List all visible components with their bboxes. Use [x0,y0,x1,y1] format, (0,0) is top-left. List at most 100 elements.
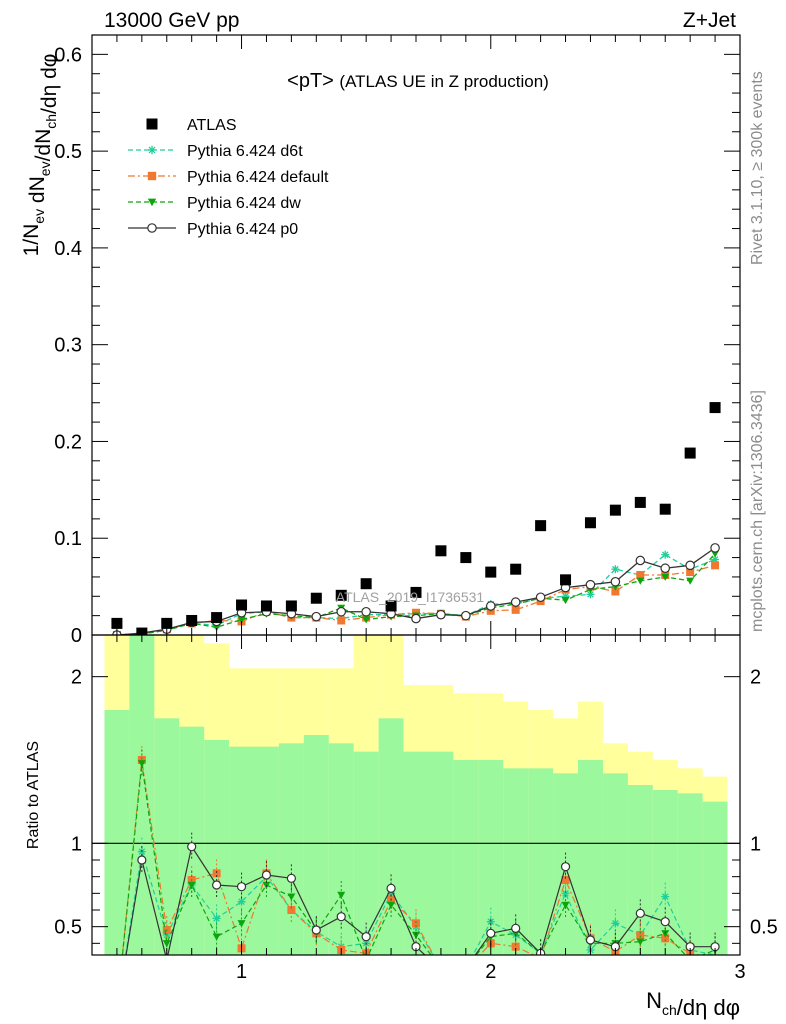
ratio-point [412,919,420,928]
main-data-point [560,574,572,586]
ratio-series-group [92,746,740,955]
ratio-y-tick-label: 0.5 [54,917,82,939]
watermark: ATLAS_2019_I1736531 [336,589,485,605]
main-y-tick-label: 0.5 [54,141,82,163]
legend-marker [147,223,157,233]
main-data-point [161,617,173,629]
legend-entry-pythia-6-424-d6t: Pythia 6.424 d6t [128,143,303,160]
main-data-point [460,552,472,564]
main-data-point [335,589,347,601]
ratio-point [162,940,171,948]
ratio-point [212,914,221,923]
ratio-point [511,942,520,951]
main-data-point [709,402,721,414]
main-title-text: <pT> (ATLAS UE in Z production) [287,70,549,92]
main-title: <pT> (ATLAS UE in Z production) [287,70,549,92]
x-tick-label: 3 [734,961,745,983]
main-data-point [535,592,546,603]
legend-marker [146,118,158,130]
marker-stroke [148,146,156,154]
main-ylabel-text: 1/Nev dNev/dNch/dη dφ [20,54,61,257]
band-stat-bin [278,743,304,955]
ratio-point [560,862,571,872]
ratio-point [286,873,296,883]
main-data-point [635,555,646,566]
main-data-point [410,586,422,598]
ratio-point [661,934,670,943]
ratio-point [137,855,147,865]
main-y-tick-label: 0 [71,625,82,647]
main-series-atlas [111,402,721,635]
main-data-point [561,596,570,605]
main-data-point [661,573,670,581]
ratio-point [511,923,521,933]
band-stat-bin [129,635,155,955]
main-data-point [511,605,520,614]
main-data-point [685,560,695,571]
main-data-point [659,503,671,515]
legend-label: Pythia 6.424 d6t [187,143,303,160]
legend-label: Pythia 6.424 dw [187,195,301,212]
main-data-point [510,597,521,607]
main-data-point [237,616,246,624]
ratio-point [137,760,146,768]
main-data-point [186,614,198,626]
legend-marker [147,171,157,181]
main-data-point [336,606,347,617]
band-stat-bin [403,751,429,955]
main-data-point [485,601,496,611]
ratio-point [212,869,221,878]
main-data-point [610,576,621,587]
marker-stroke [587,591,594,598]
main-data-point [686,568,695,577]
marker-stroke [612,565,619,573]
ratio-point [486,917,495,926]
ratio-y-tick-label: 2 [71,667,82,689]
main-data-point [436,609,446,620]
marker-stroke [661,551,669,558]
main-data-point [660,563,671,574]
ratio-point [661,930,670,938]
main-data-point [362,616,371,624]
main-data-point [585,579,596,590]
ratio-point [261,870,272,880]
ratio-point [635,908,645,918]
legend-entry-pythia-6-424-p0: Pythia 6.424 p0 [128,221,298,238]
band-stat-bin [677,793,703,955]
main-data-point [711,550,720,558]
main-data-point [535,520,547,532]
main-y-tick-label: 0.1 [54,528,82,550]
main-y-tick-label: 0.6 [54,44,82,66]
main-series-group [111,402,721,635]
main-data-point [661,550,670,559]
main-data-point [260,600,272,612]
ratio-y-tick-label-right: 0.5 [750,917,778,939]
main-data-point [285,600,297,612]
main-data-point [111,617,123,629]
legend-entry-pythia-6-424-default: Pythia 6.424 default [128,169,329,186]
ratio-y-tick-label-right: 1 [750,833,761,855]
main-data-point [211,612,223,624]
ratio-point [187,881,196,889]
ratio-point [187,842,197,852]
x-tick-label: 2 [485,961,496,983]
main-data-point [485,566,497,578]
main-data-point [711,561,720,570]
mcplots-side-label: mcplots.cern.ch [arXiv:1306.3436] [749,390,766,632]
main-data-point [212,624,221,632]
ratio-point [611,919,620,928]
header-left-title: 13000 GeV pp [104,9,239,32]
x-tick-label: 1 [236,961,247,983]
marker-stroke [487,918,495,925]
ratio-point [236,882,247,892]
main-data-point [636,577,645,585]
ratio-point [137,756,146,764]
main-data-point [611,587,620,596]
main-data-point [310,592,322,604]
ratio-point [387,901,396,909]
legend: ATLAS Pythia 6.424 d6t Pythia 6.424 defaul… [128,117,329,238]
ratio-point [660,917,670,927]
main-data-point [337,616,346,625]
legend-entry-pythia-6-424-dw: Pythia 6.424 dw [128,195,301,212]
x-axis-label: Nch/dη dφ [646,988,740,1020]
